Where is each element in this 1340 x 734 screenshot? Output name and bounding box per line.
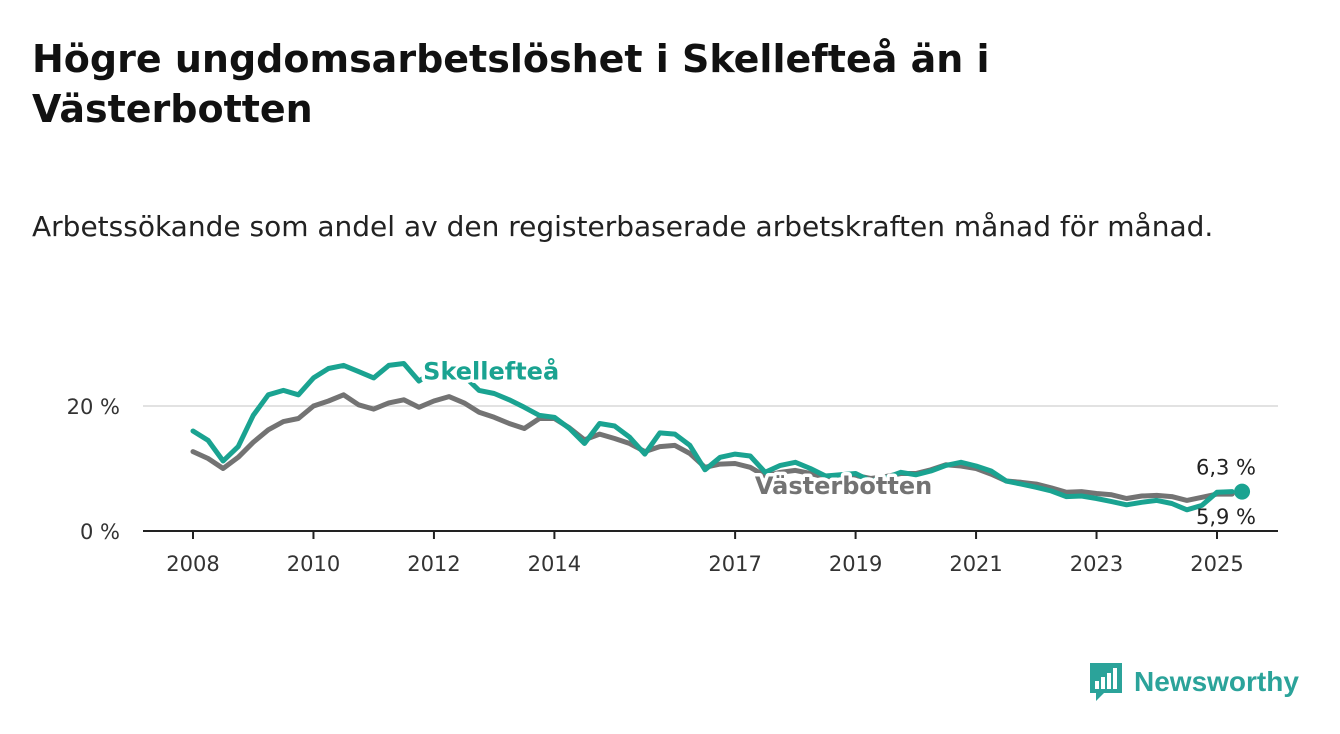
chart-title: Högre ungdomsarbetslöshet i Skellefteå ä… [32, 37, 990, 131]
series-label-skelleftea-halo: Skellefteå [423, 357, 559, 386]
newsworthy-chart-icon [1090, 663, 1122, 701]
x-tick-label: 2012 [407, 552, 460, 576]
x-tick-label: 2025 [1190, 552, 1243, 576]
x-tick-label: 2010 [287, 552, 340, 576]
y-tick-label: 20 % [67, 395, 120, 419]
x-tick-label: 2023 [1070, 552, 1123, 576]
series-label-skelleftea: Skellefteå [423, 357, 559, 386]
x-tick-label: 2008 [166, 552, 219, 576]
logo-text: Newsworthy [1134, 666, 1299, 697]
skelleftea-end-value: 6,3 % [1196, 456, 1256, 480]
x-tick-label: 2014 [528, 552, 581, 576]
series-line-skellefte- [190, 361, 1235, 513]
chart-subtitle: Arbetssökande som andel av den registerb… [32, 210, 1214, 243]
x-tick-label: 2021 [949, 552, 1002, 576]
series-line-v-sterbotten [190, 392, 1235, 503]
newsworthy-logo: Newsworthy [1088, 660, 1299, 704]
y-tick-label: 0 % [80, 520, 120, 544]
series-label-vasterbotten-halo: Västerbotten [755, 472, 932, 500]
series-label-vasterbotten: Västerbotten [755, 472, 932, 500]
skelleftea-end-dot [1234, 483, 1251, 500]
vasterbotten-end-value: 5,9 % [1196, 505, 1256, 529]
x-tick-label: 2017 [708, 552, 761, 576]
x-tick-label: 2019 [829, 552, 882, 576]
